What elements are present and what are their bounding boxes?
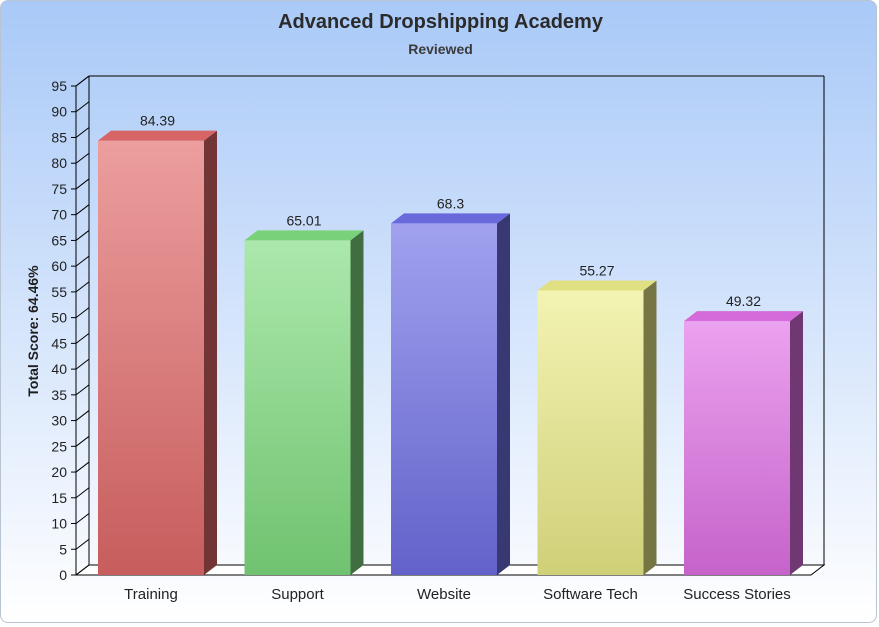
y-tick-label: 60 (51, 258, 67, 274)
y-tick-depth (75, 538, 90, 550)
bar-software-tech (537, 290, 644, 575)
chart-subtitle: Reviewed (408, 41, 473, 57)
bar-side (497, 213, 510, 575)
bar-side (790, 311, 803, 575)
y-tick-label: 95 (51, 78, 67, 94)
y-tick-label: 20 (51, 464, 67, 480)
x-tick-label: Software Tech (543, 586, 638, 603)
bar-value-label: 65.01 (286, 212, 321, 228)
bar-website (391, 223, 497, 575)
y-tick-label: 70 (51, 207, 67, 223)
bar-training (98, 140, 204, 575)
y-tick-depth (75, 281, 90, 293)
x-tick-label: Training (124, 586, 178, 603)
y-tick-depth (75, 461, 90, 473)
bar-value-label: 49.32 (726, 293, 761, 309)
y-tick-label: 90 (51, 104, 67, 120)
y-tick-depth (75, 332, 90, 344)
y-tick-label: 40 (51, 361, 67, 377)
bar-top (391, 213, 510, 224)
y-tick-label: 10 (51, 516, 67, 532)
bar-value-label: 55.27 (579, 263, 614, 279)
y-tick-label: 35 (51, 387, 67, 403)
y-tick-depth (75, 513, 90, 524)
y-tick-depth (75, 178, 90, 190)
y-tick-label: 85 (51, 129, 67, 145)
y-tick-depth (75, 101, 90, 113)
y-tick-label: 5 (59, 541, 67, 557)
y-tick-depth (75, 255, 90, 267)
y-tick-depth (75, 204, 90, 216)
y-tick-depth (75, 127, 90, 138)
y-tick-depth (75, 307, 90, 319)
bar-top (537, 280, 657, 291)
y-tick-label: 55 (51, 284, 67, 300)
bar-value-label: 84.39 (140, 113, 175, 129)
y-tick-depth (75, 564, 90, 576)
bar-top (684, 311, 803, 322)
y-tick-label: 80 (51, 155, 67, 171)
x-tick-label: Success Stories (683, 586, 791, 603)
bar-side (204, 130, 217, 575)
bar-top (98, 130, 217, 141)
y-tick-label: 0 (59, 567, 67, 583)
bar-support (244, 240, 351, 576)
y-tick-depth (75, 384, 90, 396)
y-tick-depth (75, 75, 90, 87)
bar-top (244, 230, 364, 241)
bar-side (643, 280, 657, 575)
y-tick-depth (75, 410, 90, 421)
x-tick-label: Support (271, 586, 324, 603)
y-tick-label: 25 (51, 438, 67, 454)
y-tick-depth (75, 435, 90, 447)
y-tick-depth (75, 487, 90, 499)
bar-side (350, 230, 364, 576)
y-tick-depth (75, 152, 90, 164)
y-tick-label: 15 (51, 490, 67, 506)
y-tick-label: 50 (51, 310, 67, 326)
bar-value-label: 68.3 (437, 195, 464, 211)
y-tick-label: 75 (51, 181, 67, 197)
y-tick-label: 65 (51, 232, 67, 248)
y-tick-label: 45 (51, 335, 67, 351)
y-tick-depth (75, 358, 90, 370)
x-tick-label: Website (417, 586, 471, 603)
chart-title: Advanced Dropshipping Academy (278, 11, 603, 33)
y-tick-label: 30 (51, 413, 67, 429)
y-tick-depth (75, 230, 90, 241)
bar-success-stories (684, 321, 790, 575)
